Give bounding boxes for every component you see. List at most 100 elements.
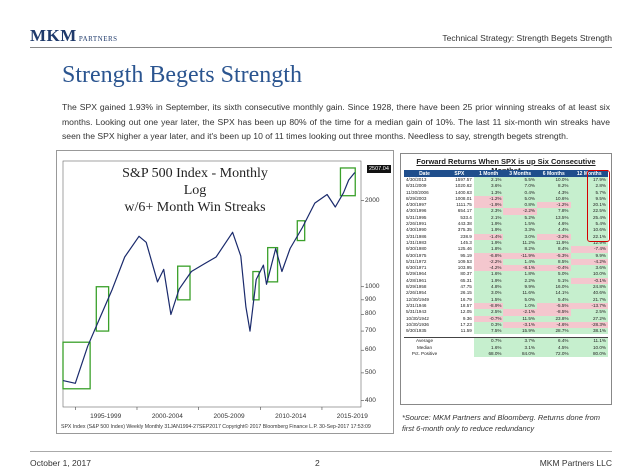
return-cell: 3.6% xyxy=(473,183,504,190)
return-cell: 1.3% xyxy=(473,189,504,196)
spx-chart: S&P 500 Index - Monthly Log w/6+ Month W… xyxy=(56,150,394,434)
date-cell: 2/26/1991 xyxy=(406,221,427,227)
return-cell: 5.1% xyxy=(537,277,571,285)
return-cell: 5.5% xyxy=(503,177,537,184)
table-row: 4/30/2013 1597.57 2.1% 5.5% 10.0% 17.9% xyxy=(404,177,608,184)
table-row: 5/29/1964 80.37 1.6% 1.8% 5.0% 10.0% xyxy=(404,271,608,278)
spx-cell: 95.19 xyxy=(460,252,472,258)
return-cell: -1.4% xyxy=(473,233,504,240)
return-cell: 5.0% xyxy=(537,271,571,278)
return-cell: -5.3% xyxy=(537,252,571,259)
column-header: Date xyxy=(404,170,445,177)
y-tick-label: 600 xyxy=(365,346,376,354)
return-cell: -6.8% xyxy=(473,252,504,259)
return-cell: 2.5% xyxy=(570,309,608,316)
return-cell: 27.2% xyxy=(570,315,608,322)
date-cell: 3/31/1946 xyxy=(406,302,427,308)
return-cell: -4.6% xyxy=(537,321,571,329)
last-value-tag: 2507.04 xyxy=(367,165,391,173)
return-cell: -0.4% xyxy=(537,265,571,272)
table-row: 3/31/1986 238.9 -1.4% 3.0% -3.2% 22.1% xyxy=(404,233,608,240)
recent-returns-highlight xyxy=(587,170,610,242)
spx-cell: 1111.75 xyxy=(456,202,472,208)
spx-cell: 1020.62 xyxy=(455,183,472,189)
chart-title-line-1: S&P 500 Index - Monthly Log xyxy=(122,166,268,198)
summary-value: 3.1% xyxy=(503,344,537,352)
table-row: 10/30/1936 17.23 0.3% -3.1% -4.6% -28.3% xyxy=(404,321,608,329)
return-cell: 3.6% xyxy=(570,265,608,272)
return-cell: 1.9% xyxy=(473,227,504,234)
section-title: Technical Strategy: Strength Begets Stre… xyxy=(442,33,612,43)
return-cell: -1.2% xyxy=(537,202,571,209)
return-cell: 9.9% xyxy=(570,252,608,259)
spx-cell: 65.31 xyxy=(460,277,472,283)
spx-cell: 533.4 xyxy=(460,214,472,220)
return-cell: 0.3% xyxy=(473,321,504,329)
return-cell: 7.8% xyxy=(537,208,571,215)
return-cell: 22.1% xyxy=(570,233,608,240)
return-cell: 2.2% xyxy=(503,277,537,285)
spx-cell: 103.95 xyxy=(457,265,472,271)
return-cell: -5.5% xyxy=(537,302,571,310)
table-row: 4/30/1997 1111.75 -1.9% 0.8% -1.2% 20.1% xyxy=(404,202,608,209)
summary-value: 84.0% xyxy=(503,351,537,358)
return-cell: 8.4% xyxy=(537,246,571,253)
return-cell: 1.9% xyxy=(473,221,504,228)
return-cell: 2.5% xyxy=(473,309,504,316)
summary-value: 10.0% xyxy=(570,344,608,352)
forward-returns-table: Date SPX 1 Month 3 Months 6 Months 12 Months … xyxy=(404,170,608,358)
summary-value: 4.5% xyxy=(537,344,571,352)
win-streak-box xyxy=(296,220,306,242)
return-cell: -13.7% xyxy=(570,302,608,310)
y-tick-label: 1000 xyxy=(365,282,380,290)
date-cell: 10/30/1936 xyxy=(406,321,429,327)
return-cell: 5.7% xyxy=(570,189,608,196)
date-cell: 10/30/1942 xyxy=(406,315,429,321)
mkm-logo: MKM PARTNERS xyxy=(30,26,118,46)
chart-footer: SPX Index (S&P 500 Index) Weekly Monthly… xyxy=(61,424,371,430)
date-cell: 1/31/1983 xyxy=(406,239,427,245)
return-cell: 1.5% xyxy=(473,296,504,303)
spx-cell: 1597.57 xyxy=(455,177,472,182)
column-header: 1 Month xyxy=(473,170,504,177)
return-cell: 0.8% xyxy=(503,202,537,209)
column-header: 6 Months xyxy=(537,170,571,177)
summary-label: Average xyxy=(404,337,445,345)
date-cell: 8/29/2003 xyxy=(406,195,427,201)
return-cell: 21.7% xyxy=(570,296,608,303)
return-cell: -8.9% xyxy=(473,302,504,310)
return-cell: 1.8% xyxy=(503,271,537,278)
return-cell: 38.1% xyxy=(570,328,608,335)
return-cell: 24.8% xyxy=(570,284,608,291)
return-cell: -7.4% xyxy=(570,246,608,253)
date-cell: 5/31/1995 xyxy=(406,214,427,220)
table-row: 2/26/1991 443.38 1.9% 1.5% 4.6% 5.4% xyxy=(404,221,608,228)
return-cell: 2.3% xyxy=(473,208,504,215)
spx-cell: 17.23 xyxy=(460,321,472,327)
return-cell: 4.8% xyxy=(473,284,504,291)
header-divider xyxy=(30,47,612,48)
spx-cell: 9.36 xyxy=(462,315,472,321)
win-streak-box xyxy=(62,341,91,390)
return-cell: 13.5% xyxy=(537,214,571,222)
summary-value xyxy=(445,351,474,357)
spx-cell: 16.79 xyxy=(460,296,472,302)
return-cell: -0.7% xyxy=(473,315,504,322)
spx-cell: 12.05 xyxy=(460,309,472,315)
return-cell: 0.4% xyxy=(503,189,537,196)
return-cell: 11.2% xyxy=(503,239,537,247)
logo-sub: PARTNERS xyxy=(78,35,118,43)
return-cell: 11.5% xyxy=(503,315,537,322)
return-cell: -3.2% xyxy=(537,233,571,240)
spx-cell: 375.35 xyxy=(457,227,472,233)
return-cell: 4.3% xyxy=(537,189,571,196)
date-cell: 3/31/1986 xyxy=(406,233,427,239)
return-cell: 1.9% xyxy=(473,239,504,247)
table-row: 5/31/1995 533.4 2.1% 5.2% 13.5% 25.4% xyxy=(404,214,608,222)
x-tick-label: 2015-2019 xyxy=(336,413,368,420)
y-tick-label: 500 xyxy=(365,368,376,376)
summary-value: 1.6% xyxy=(473,344,504,352)
return-cell: 2.1% xyxy=(473,177,504,184)
return-cell: 1.6% xyxy=(473,271,504,278)
win-streak-box xyxy=(339,167,356,197)
